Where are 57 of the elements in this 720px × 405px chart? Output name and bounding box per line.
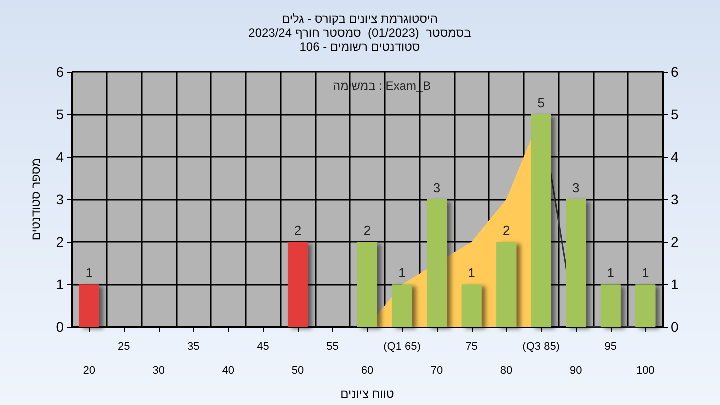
data-label: 2: [294, 223, 302, 238]
x-tick-label: 35: [188, 341, 200, 354]
bar: [79, 284, 100, 328]
x-tick-label: 45: [257, 341, 270, 354]
chart-title: היסטוגרמת ציונים בקורס - גלים: [282, 12, 438, 26]
x-tick-label: 95: [604, 341, 617, 354]
bar: [462, 284, 482, 328]
bar: [288, 242, 308, 328]
y-tick-label: 1: [56, 276, 64, 293]
x-tick-label: 100: [636, 365, 655, 378]
y-tick-label: 2: [56, 234, 64, 250]
x-tick-label: 25: [118, 341, 130, 354]
y-tick-label: 4: [56, 149, 64, 166]
x-tick-label: 70: [430, 365, 444, 378]
x-tick-label: 55: [326, 341, 339, 354]
data-label: 2: [502, 223, 510, 238]
bar: [566, 200, 586, 328]
y2-tick-label: 5: [671, 106, 679, 123]
x-tick-label: (Q1 65): [384, 341, 421, 354]
y-tick-label: 5: [56, 106, 64, 123]
x-tick-label: 60: [361, 365, 374, 378]
y-tick-label: 6: [56, 64, 64, 80]
y-tick-label: 0: [56, 319, 64, 336]
data-label: 3: [433, 180, 441, 196]
bar: [392, 284, 412, 328]
y2-tick-label: 1: [671, 276, 679, 293]
y2-tick-label: 0: [671, 319, 679, 336]
bar: [600, 284, 621, 328]
data-label: 5: [538, 96, 545, 111]
bar: [636, 284, 656, 328]
bar: [496, 242, 517, 328]
x-tick-label: 75: [466, 341, 478, 354]
x-axis-title: טווח ציונים: [340, 387, 395, 401]
y-tick-label: 3: [56, 192, 64, 208]
data-label: 1: [86, 266, 93, 281]
bar: [427, 200, 448, 328]
x-tick-label: (Q3 85): [522, 341, 560, 354]
x-tick-label: 30: [152, 365, 166, 378]
x-tick-label: 80: [500, 365, 513, 378]
data-label: 1: [607, 266, 614, 281]
y2-tick-label: 6: [671, 64, 679, 80]
y2-tick-label: 2: [671, 234, 679, 250]
data-label: 2: [364, 223, 372, 238]
data-label: 1: [468, 266, 476, 281]
y-axis-title: מספר סטודנטים: [29, 158, 43, 241]
data-label: 1: [642, 266, 650, 281]
chart-subtitle: בסמסטר (01/2023) סמסטר חורף 2023/24 סטודנטים רשומים - 106: [248, 26, 472, 54]
y2-tick-label: 4: [671, 149, 679, 166]
x-tick-label: 90: [570, 365, 582, 378]
data-label: 3: [572, 180, 580, 196]
x-tick-label: 50: [292, 365, 304, 378]
x-tick-label: 40: [222, 365, 235, 378]
bar: [531, 114, 552, 328]
data-label: 1: [398, 266, 406, 281]
x-tick-label: 20: [83, 365, 96, 378]
bar: [358, 242, 378, 328]
y2-tick-label: 3: [671, 192, 679, 208]
